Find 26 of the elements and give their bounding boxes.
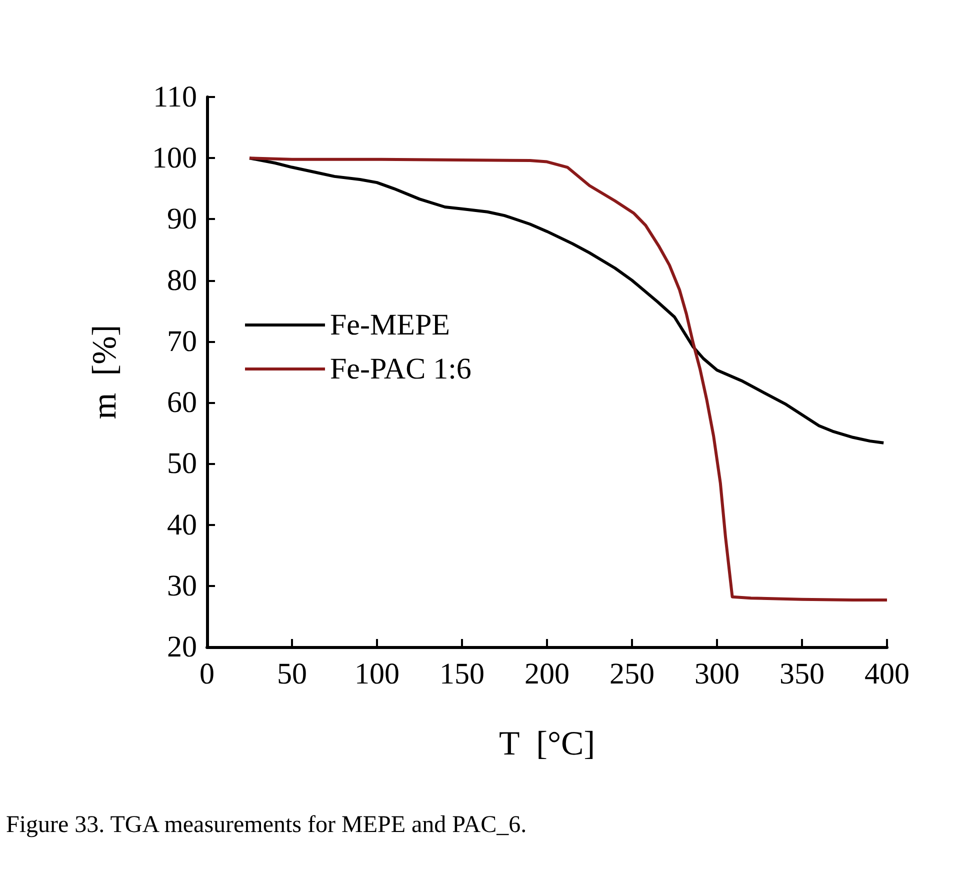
x-tick-label: 200: [524, 658, 570, 690]
x-tick-label: 50: [277, 658, 307, 690]
y-tick-label: 70: [167, 324, 197, 358]
y-tick-label: 30: [167, 569, 197, 602]
x-tick-label: 100: [354, 658, 400, 690]
x-tick-label: 400: [864, 658, 910, 690]
y-tick-label: 20: [167, 630, 197, 664]
line-series: [248, 156, 888, 602]
x-tick-label: 0: [200, 658, 214, 690]
caption: Figure 33. TGA measurements for MEPE and PAC_6.: [6, 812, 527, 839]
legend-label: Fe-PAC 1:6: [330, 352, 472, 386]
x-tick-label: 350: [780, 658, 824, 690]
legend-label: Fe-MEPE: [330, 308, 450, 342]
y-tick-label: 100: [152, 142, 197, 175]
x-tick-label: 300: [694, 658, 740, 690]
y-axis-title: m [%]: [86, 324, 124, 420]
y-tick-label: 80: [167, 264, 197, 297]
y-tick-label: 90: [167, 202, 197, 236]
y-tick-label: 40: [167, 508, 197, 542]
line-series: [248, 156, 886, 444]
y-tick-label: 60: [167, 386, 197, 420]
x-tick-label: 250: [610, 658, 654, 690]
x-tick-label: 150: [440, 658, 484, 690]
y-tick-label: 50: [167, 447, 197, 480]
x-axis-title: T [°C]: [498, 726, 596, 762]
y-tick-label: 110: [153, 80, 197, 114]
